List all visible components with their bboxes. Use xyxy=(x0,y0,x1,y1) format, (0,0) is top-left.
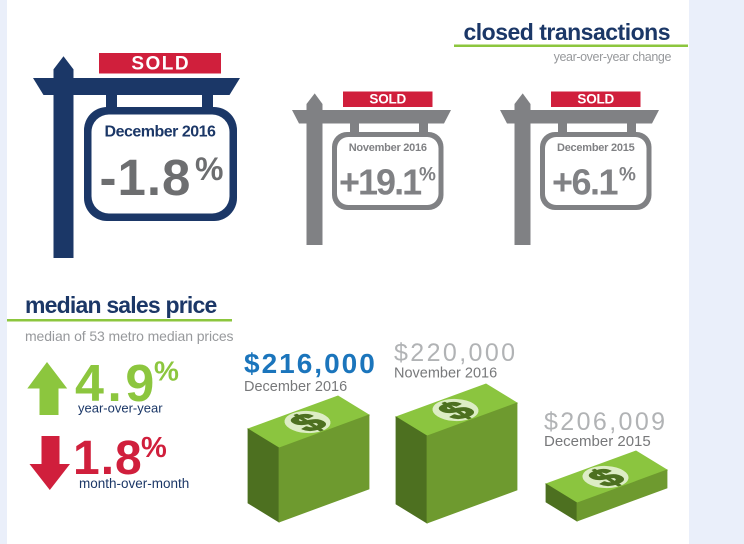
svg-text:%: % xyxy=(141,432,167,464)
svg-text:$216,000: $216,000 xyxy=(244,348,377,379)
svg-text:%: % xyxy=(619,165,636,186)
svg-text:November 2016: November 2016 xyxy=(394,366,497,382)
svg-text:+6.1: +6.1 xyxy=(552,162,619,203)
svg-text:median of 53 metro median pric: median of 53 metro median prices xyxy=(25,328,234,344)
svg-text:SOLD: SOLD xyxy=(577,92,614,107)
svg-text:%: % xyxy=(195,151,223,187)
svg-text:November 2016: November 2016 xyxy=(349,142,427,154)
svg-text:1.8: 1.8 xyxy=(73,432,143,485)
svg-text:SOLD: SOLD xyxy=(131,53,190,74)
svg-text:December 2016: December 2016 xyxy=(105,124,217,141)
svg-text:December 2016: December 2016 xyxy=(244,379,347,395)
svg-text:year-over-year: year-over-year xyxy=(78,401,163,416)
svg-text:year-over-year change: year-over-year change xyxy=(554,50,672,64)
svg-text:closed transactions: closed transactions xyxy=(463,19,670,45)
svg-text:+19.1: +19.1 xyxy=(339,162,422,203)
svg-text:-1.8: -1.8 xyxy=(100,149,192,206)
svg-text:month-over-month: month-over-month xyxy=(79,476,189,491)
svg-text:$220,000: $220,000 xyxy=(394,339,517,367)
svg-text:median sales price: median sales price xyxy=(25,292,216,318)
svg-text:%: % xyxy=(154,356,179,387)
svg-text:%: % xyxy=(419,165,436,186)
svg-text:December 2015: December 2015 xyxy=(557,142,635,154)
svg-text:4.9: 4.9 xyxy=(75,355,158,413)
svg-text:December 2015: December 2015 xyxy=(544,433,651,450)
svg-text:SOLD: SOLD xyxy=(369,92,406,107)
svg-text:$206,009: $206,009 xyxy=(544,408,667,436)
